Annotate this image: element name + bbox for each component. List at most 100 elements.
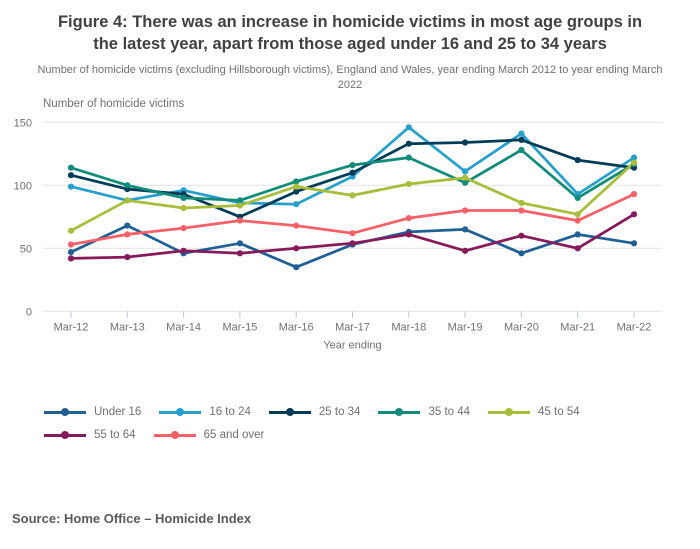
data-point-55-to-64[interactable]: [518, 233, 525, 240]
data-point-45-to-54[interactable]: [462, 175, 469, 182]
legend-marker-dot: [170, 431, 179, 439]
legend-swatch-55-to-64: [44, 431, 86, 439]
legend-item-under-16[interactable]: Under 16: [44, 406, 141, 418]
data-point-under-16[interactable]: [124, 222, 131, 230]
legend-swatch-35-to-44: [378, 408, 421, 416]
legend-label: 55 to 64: [94, 429, 136, 441]
data-point-65-and-over[interactable]: [574, 217, 581, 225]
legend-item-25-to-34[interactable]: 25 to 34: [268, 406, 360, 418]
data-point-under-16[interactable]: [518, 250, 525, 257]
chart-title: Figure 4: There was an increase in homic…: [57, 13, 643, 53]
x-tick-label: Mar-16: [279, 322, 314, 334]
legend-item-55-to-64[interactable]: 55 to 64: [44, 429, 136, 441]
legend-item-35-to-44[interactable]: 35 to 44: [378, 406, 470, 418]
data-point-16-to-24[interactable]: [405, 124, 412, 131]
x-tick-label: Mar-15: [222, 322, 257, 334]
data-point-45-to-54[interactable]: [574, 211, 581, 218]
data-point-45-to-54[interactable]: [405, 181, 412, 188]
data-point-55-to-64[interactable]: [630, 211, 638, 218]
data-point-16-to-24[interactable]: [293, 201, 300, 208]
legend-marker-dot: [176, 408, 185, 416]
x-tick-label: Mar-17: [335, 322, 370, 334]
y-tick-label: 0: [26, 307, 32, 319]
data-point-55-to-64[interactable]: [180, 248, 187, 255]
data-point-16-to-24[interactable]: [518, 130, 525, 138]
y-tick-label: 150: [14, 118, 32, 130]
data-point-65-and-over[interactable]: [236, 217, 243, 225]
data-point-45-to-54[interactable]: [180, 205, 187, 212]
data-point-65-and-over[interactable]: [124, 231, 131, 238]
data-point-under-16[interactable]: [630, 240, 638, 247]
data-point-45-to-54[interactable]: [518, 200, 525, 207]
data-point-25-to-34[interactable]: [518, 137, 525, 144]
data-point-65-and-over[interactable]: [349, 230, 356, 237]
y-tick-label: 100: [14, 181, 32, 193]
legend-label: 16 to 24: [209, 406, 251, 418]
data-point-35-to-44[interactable]: [518, 147, 525, 154]
data-point-under-16[interactable]: [574, 231, 581, 238]
data-point-45-to-54[interactable]: [67, 228, 75, 235]
data-point-25-to-34[interactable]: [574, 157, 581, 164]
data-point-45-to-54[interactable]: [124, 197, 131, 204]
data-point-25-to-34[interactable]: [405, 141, 412, 148]
chart-subtitle: Number of homicide victims (excluding Hi…: [37, 63, 663, 92]
data-point-under-16[interactable]: [236, 240, 243, 247]
y-axis-title: Number of homicide victims: [43, 98, 184, 110]
data-point-45-to-54[interactable]: [349, 192, 356, 199]
data-point-16-to-24[interactable]: [462, 168, 469, 175]
data-point-25-to-34[interactable]: [462, 139, 469, 147]
data-point-35-to-44[interactable]: [124, 182, 131, 189]
data-point-35-to-44[interactable]: [180, 195, 187, 202]
data-point-65-and-over[interactable]: [462, 207, 469, 215]
data-point-55-to-64[interactable]: [124, 254, 131, 261]
legend-item-16-to-24[interactable]: 16 to 24: [159, 406, 251, 418]
x-axis-title: Year ending: [323, 340, 381, 352]
legend-marker-dot: [61, 408, 69, 416]
data-point-55-to-64[interactable]: [574, 245, 581, 252]
data-point-65-and-over[interactable]: [405, 215, 412, 222]
x-tick-label: Mar-13: [110, 322, 145, 334]
data-point-65-and-over[interactable]: [518, 207, 525, 215]
data-point-16-to-24[interactable]: [67, 183, 75, 191]
data-point-35-to-44[interactable]: [293, 178, 300, 186]
data-point-16-to-24[interactable]: [630, 154, 638, 162]
data-point-45-to-54[interactable]: [236, 202, 243, 210]
data-point-35-to-44[interactable]: [349, 162, 356, 169]
data-point-65-and-over[interactable]: [67, 241, 75, 249]
data-point-under-16[interactable]: [67, 249, 75, 256]
data-point-35-to-44[interactable]: [236, 197, 243, 204]
data-point-55-to-64[interactable]: [293, 245, 300, 252]
data-point-35-to-44[interactable]: [405, 154, 412, 162]
data-point-55-to-64[interactable]: [236, 250, 243, 257]
legend-swatch-65-and-over: [153, 431, 196, 439]
data-point-35-to-44[interactable]: [67, 165, 75, 172]
data-point-25-to-34[interactable]: [293, 188, 300, 196]
x-tick-label: Mar-18: [391, 322, 426, 334]
data-point-35-to-44[interactable]: [462, 180, 469, 187]
data-point-25-to-34[interactable]: [349, 170, 356, 177]
data-point-55-to-64[interactable]: [405, 231, 412, 238]
legend-label: 45 to 54: [538, 406, 580, 418]
legend-item-65-and-over[interactable]: 65 and over: [153, 429, 264, 441]
data-point-45-to-54[interactable]: [630, 159, 638, 167]
data-point-25-to-34[interactable]: [67, 172, 75, 179]
legend-swatch-under-16: [44, 408, 86, 416]
x-tick-label: Mar-21: [560, 322, 595, 334]
data-point-55-to-64[interactable]: [67, 255, 75, 262]
data-point-under-16[interactable]: [462, 226, 469, 233]
data-point-55-to-64[interactable]: [462, 248, 469, 255]
data-point-65-and-over[interactable]: [180, 225, 187, 232]
data-point-45-to-54[interactable]: [293, 183, 300, 191]
legend-item-45-to-54[interactable]: 45 to 54: [488, 406, 580, 418]
data-point-35-to-44[interactable]: [574, 195, 581, 202]
data-point-under-16[interactable]: [293, 264, 300, 271]
legend-swatch-16-to-24: [159, 408, 202, 416]
legend-swatch-25-to-34: [268, 408, 311, 416]
data-point-55-to-64[interactable]: [349, 240, 356, 247]
x-tick-label: Mar-19: [448, 322, 483, 334]
y-tick-label: 50: [20, 244, 32, 256]
data-point-65-and-over[interactable]: [293, 222, 300, 230]
x-tick-label: Mar-20: [504, 322, 539, 334]
data-point-65-and-over[interactable]: [630, 191, 638, 198]
